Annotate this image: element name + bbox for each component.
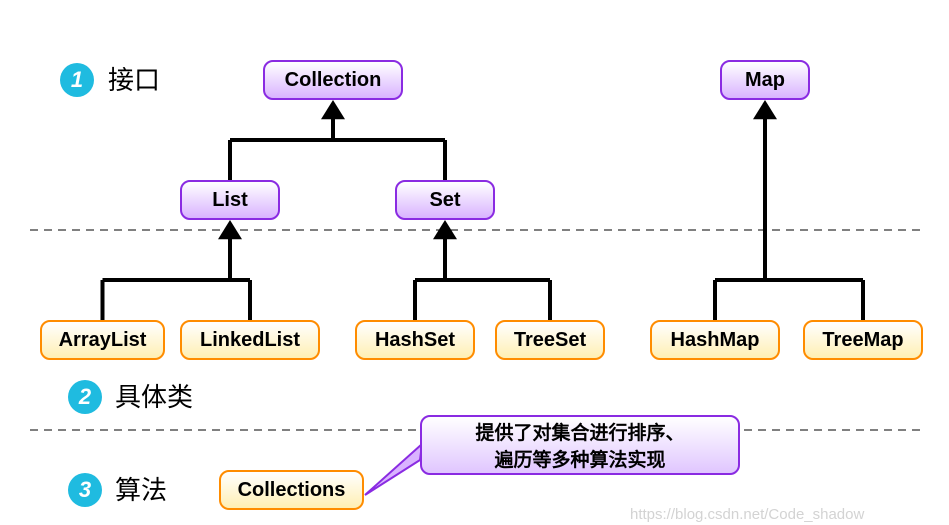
node-set: Set bbox=[395, 180, 495, 220]
section-number-1: 1 bbox=[60, 63, 94, 97]
callout-box: 提供了对集合进行排序、遍历等多种算法实现 bbox=[420, 415, 740, 475]
node-arraylist: ArrayList bbox=[40, 320, 165, 360]
node-collections: Collections bbox=[219, 470, 364, 510]
node-hashset: HashSet bbox=[355, 320, 475, 360]
node-label: TreeMap bbox=[822, 329, 903, 352]
node-label: Collections bbox=[238, 479, 346, 502]
section-label-2: 具体类 bbox=[115, 377, 193, 414]
node-label: Collection bbox=[285, 69, 382, 92]
section-label-1: 接口 bbox=[108, 60, 160, 97]
node-label: HashMap bbox=[671, 329, 760, 352]
arrowhead bbox=[753, 100, 777, 119]
node-map: Map bbox=[720, 60, 810, 100]
watermark-text: https://blog.csdn.net/Code_shadow bbox=[630, 506, 864, 523]
callout-text: 提供了对集合进行排序、遍历等多种算法实现 bbox=[475, 418, 684, 472]
node-linkedlist: LinkedList bbox=[180, 320, 320, 360]
node-label: List bbox=[212, 189, 248, 212]
section-number-2: 2 bbox=[68, 380, 102, 414]
section-label-3: 算法 bbox=[115, 470, 167, 507]
node-treeset: TreeSet bbox=[495, 320, 605, 360]
arrowhead bbox=[321, 100, 345, 119]
node-list: List bbox=[180, 180, 280, 220]
node-hashmap: HashMap bbox=[650, 320, 780, 360]
node-label: TreeSet bbox=[514, 329, 586, 352]
node-label: LinkedList bbox=[200, 329, 300, 352]
node-collection: Collection bbox=[263, 60, 403, 100]
node-label: HashSet bbox=[375, 329, 455, 352]
callout-tail bbox=[365, 444, 422, 495]
node-label: Map bbox=[745, 69, 785, 92]
node-label: Set bbox=[429, 189, 460, 212]
node-treemap: TreeMap bbox=[803, 320, 923, 360]
arrowhead bbox=[218, 220, 242, 239]
node-label: ArrayList bbox=[59, 329, 147, 352]
section-number-3: 3 bbox=[68, 473, 102, 507]
